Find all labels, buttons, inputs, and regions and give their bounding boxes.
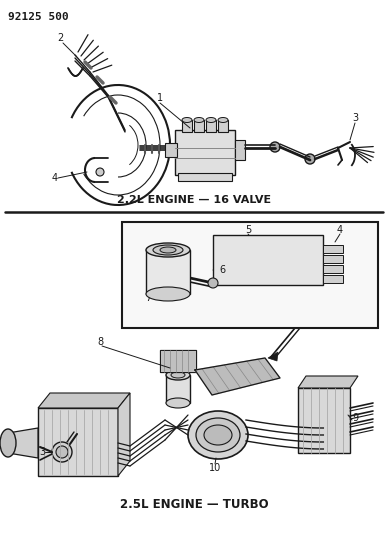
Polygon shape xyxy=(298,376,358,388)
Circle shape xyxy=(52,442,72,462)
Ellipse shape xyxy=(194,117,204,123)
Bar xyxy=(213,235,323,285)
Circle shape xyxy=(96,168,104,176)
Ellipse shape xyxy=(153,245,183,255)
Polygon shape xyxy=(268,352,278,361)
Bar xyxy=(182,120,192,132)
Bar xyxy=(160,350,196,372)
Polygon shape xyxy=(195,358,280,395)
Circle shape xyxy=(270,142,280,152)
Ellipse shape xyxy=(188,411,248,459)
Bar xyxy=(218,120,228,132)
Ellipse shape xyxy=(146,243,190,257)
Bar xyxy=(298,388,350,453)
Bar xyxy=(323,255,343,263)
Ellipse shape xyxy=(166,398,190,408)
Ellipse shape xyxy=(196,418,240,452)
Ellipse shape xyxy=(218,117,228,123)
Bar xyxy=(38,408,118,476)
Ellipse shape xyxy=(182,117,192,123)
Text: 8: 8 xyxy=(97,337,103,347)
Text: 4: 4 xyxy=(52,173,58,183)
Text: 2.5L ENGINE — TURBO: 2.5L ENGINE — TURBO xyxy=(120,498,268,512)
Polygon shape xyxy=(160,350,196,372)
Text: 3: 3 xyxy=(352,113,358,123)
Polygon shape xyxy=(38,393,130,408)
Ellipse shape xyxy=(204,425,232,445)
Ellipse shape xyxy=(146,287,190,301)
Bar xyxy=(146,250,190,294)
Bar xyxy=(122,222,378,328)
Polygon shape xyxy=(8,428,38,458)
Text: 3: 3 xyxy=(39,447,45,457)
Text: 2.2L ENGINE — 16 VALVE: 2.2L ENGINE — 16 VALVE xyxy=(117,195,271,205)
Ellipse shape xyxy=(0,429,16,457)
Circle shape xyxy=(208,278,218,288)
Circle shape xyxy=(305,154,315,164)
Text: 9: 9 xyxy=(352,413,358,423)
Ellipse shape xyxy=(166,370,190,380)
Ellipse shape xyxy=(206,117,216,123)
Bar xyxy=(166,375,190,403)
Text: 2: 2 xyxy=(57,33,63,43)
Bar xyxy=(235,140,245,160)
Ellipse shape xyxy=(160,247,176,253)
Ellipse shape xyxy=(171,372,185,378)
Text: 1: 1 xyxy=(157,93,163,103)
Bar xyxy=(323,245,343,253)
Bar xyxy=(165,143,177,157)
Text: 4: 4 xyxy=(337,225,343,235)
Bar xyxy=(323,275,343,283)
Text: 10: 10 xyxy=(209,463,221,473)
Text: 92125 500: 92125 500 xyxy=(8,12,69,22)
Text: 7: 7 xyxy=(145,293,151,303)
Circle shape xyxy=(56,446,68,458)
Bar xyxy=(323,265,343,273)
Polygon shape xyxy=(118,393,130,476)
Text: 6: 6 xyxy=(219,265,225,275)
Text: 5: 5 xyxy=(245,225,251,235)
Bar xyxy=(178,173,232,181)
Bar xyxy=(175,130,235,175)
Bar xyxy=(206,120,216,132)
Bar xyxy=(194,120,204,132)
